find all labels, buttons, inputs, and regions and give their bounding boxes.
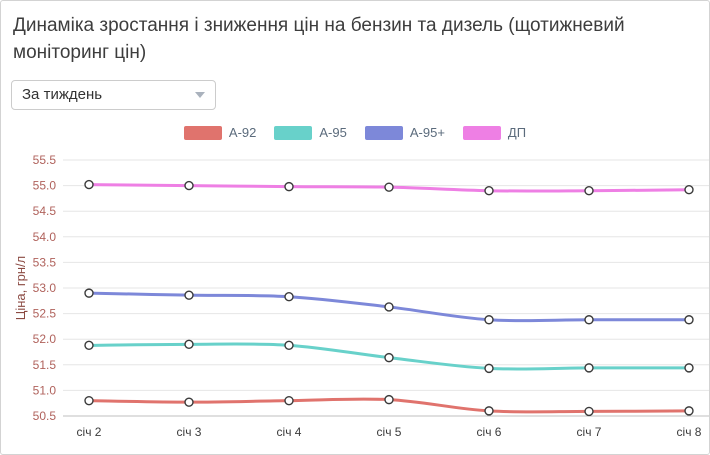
data-point-a92 — [184, 397, 194, 407]
data-point-a95plus — [484, 314, 494, 325]
data-point-a92 — [84, 395, 94, 406]
x-tick-label: січ 3 — [177, 425, 202, 439]
data-point-a92 — [484, 406, 494, 416]
y-tick-label: 53.5 — [33, 255, 57, 269]
x-tick-label: січ 5 — [377, 425, 402, 439]
data-point-a95 — [84, 340, 94, 350]
data-point-dp — [584, 185, 594, 196]
y-tick-label: 52.5 — [33, 307, 57, 321]
y-tick-label: 54.0 — [33, 230, 57, 244]
legend-swatch-dp — [462, 125, 501, 140]
legend-label-a95: А-95 — [319, 125, 347, 141]
grid-lines — [63, 159, 709, 417]
x-tick-label: січ 7 — [577, 425, 602, 439]
x-tick-label: січ 2 — [77, 425, 102, 439]
data-point-a95plus — [684, 314, 694, 325]
y-tick-label: 52.0 — [33, 332, 57, 346]
legend-label-dp: ДП — [507, 125, 527, 141]
y-tick-label: 51.5 — [33, 358, 57, 372]
data-point-a95 — [484, 363, 494, 374]
data-point-a95 — [384, 352, 394, 363]
period-select[interactable]: За тиждень — [11, 79, 216, 110]
data-point-dp — [84, 179, 94, 190]
x-tick-label: січ 6 — [477, 425, 502, 439]
x-tick-label: січ 4 — [277, 425, 302, 439]
data-point-a95 — [584, 363, 594, 373]
legend-item-a95[interactable]: А-95 — [274, 125, 347, 141]
x-axis-labels: січ 2 січ 3 січ 4 січ 5 січ 6 січ 7 січ 8 — [77, 425, 702, 439]
data-point-a95plus — [584, 314, 594, 325]
x-tick-label: січ 8 — [677, 425, 702, 439]
data-point-a92 — [584, 406, 594, 417]
legend-item-a92[interactable]: А-92 — [183, 125, 257, 141]
legend-label-a95plus: А-95+ — [409, 125, 445, 141]
data-point-a95plus — [284, 291, 294, 302]
y-tick-label: 50.5 — [33, 409, 57, 423]
legend-item-dp[interactable]: ДП — [462, 125, 527, 141]
y-tick-label: 55.5 — [33, 153, 57, 167]
data-point-a92 — [284, 395, 294, 406]
data-point-dp — [184, 180, 194, 191]
data-point-dp — [384, 182, 394, 192]
data-point-dp — [484, 185, 494, 196]
data-point-dp — [284, 181, 294, 192]
chart-legend: А-92 А-95 А-95+ ДП — [11, 124, 699, 142]
data-point-a92 — [384, 394, 394, 405]
data-point-a95 — [184, 339, 194, 349]
chevron-down-icon — [195, 91, 205, 98]
data-point-a95plus — [184, 290, 194, 300]
y-axis-labels: 50.5 51.0 51.5 52.0 52.5 53.0 53.5 54.0 54.5 55.0… — [33, 153, 57, 423]
legend-swatch-a92 — [183, 125, 222, 140]
page-title: Динаміка зростання і зниження цін на бен… — [13, 15, 625, 63]
y-axis-title: Ціна, грн/л — [13, 256, 28, 321]
y-tick-label: 53.0 — [33, 281, 57, 295]
data-points — [84, 179, 694, 417]
y-tick-label: 54.5 — [33, 204, 57, 218]
legend-item-a95plus[interactable]: А-95+ — [364, 125, 445, 141]
y-tick-label: 55.0 — [33, 179, 57, 193]
data-point-a95 — [284, 340, 294, 350]
y-tick-label: 51.0 — [33, 383, 57, 397]
period-select-value: За тиждень — [22, 86, 103, 104]
data-point-a92 — [684, 406, 694, 416]
legend-label-a92: А-92 — [228, 125, 257, 141]
data-point-a95plus — [384, 302, 394, 312]
price-chart: 50.5 51.0 51.5 52.0 52.5 53.0 53.5 54.0 54.5 55.0… — [13, 153, 709, 439]
data-point-dp — [684, 184, 694, 195]
data-point-a95plus — [84, 288, 94, 298]
legend-swatch-a95plus — [364, 125, 403, 140]
legend-swatch-a95 — [274, 125, 313, 140]
data-point-a95 — [684, 363, 694, 373]
series-lines — [87, 183, 691, 414]
